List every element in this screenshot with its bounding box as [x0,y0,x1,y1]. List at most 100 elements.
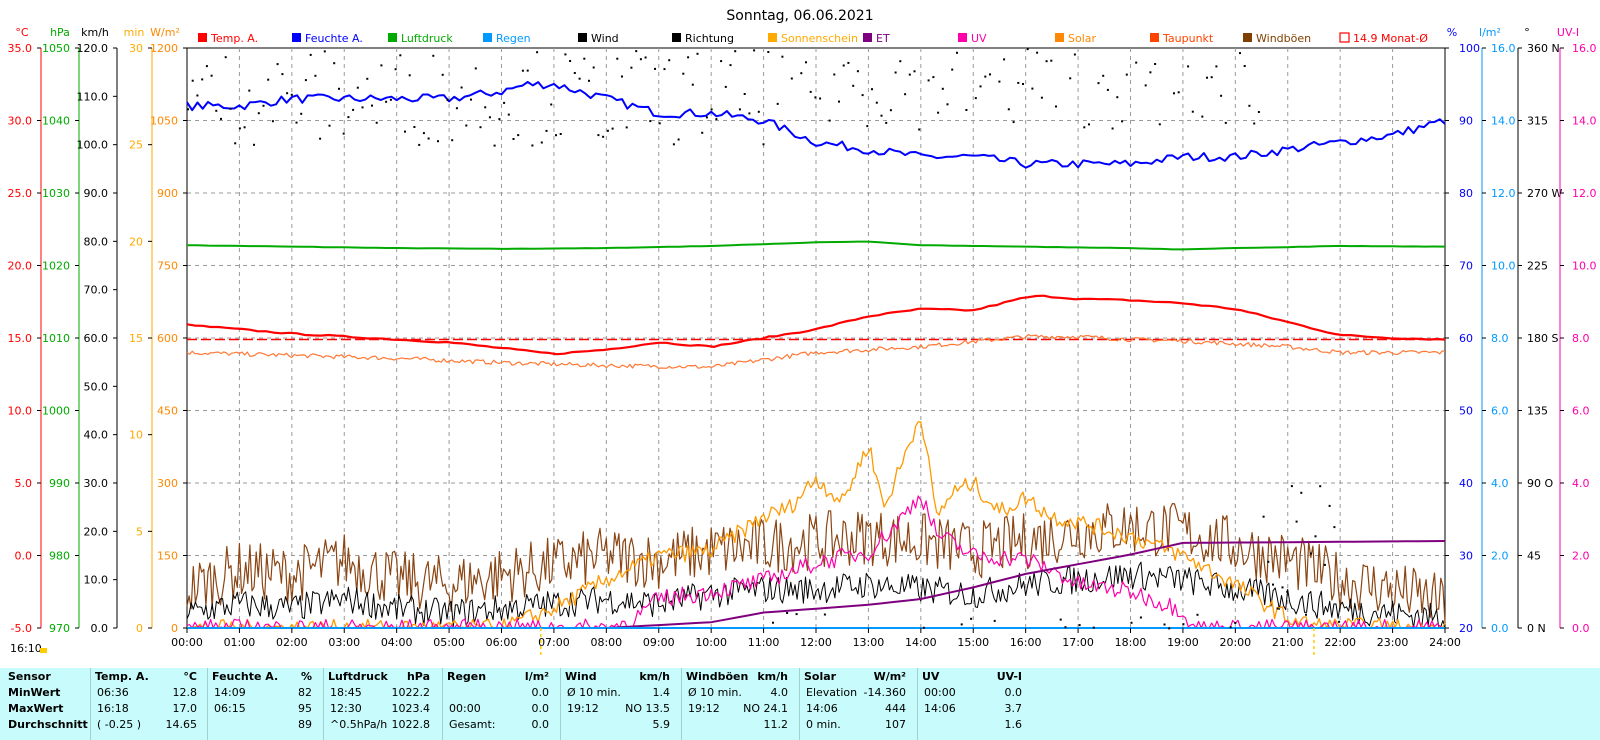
axis-tick-label: 70.0 [84,284,109,297]
direction-dot [187,108,189,111]
direction-dot [611,127,614,130]
direction-dot [1191,110,1194,113]
direction-dot [1102,74,1105,77]
direction-dot [1267,560,1270,563]
x-tick-label: 24:00 [1429,636,1461,649]
direction-dot [1097,82,1100,85]
axis-tick-label: 0 [136,622,143,635]
axis-tick-label: 30 [1459,550,1473,563]
direction-dot [276,63,279,66]
axis-tick-label: 135 [1527,405,1548,418]
direction-dot [965,109,968,111]
direction-dot [488,116,491,119]
stats-time: 19:12 [567,702,599,715]
direction-dot [1210,76,1213,79]
stats-value: 89 [298,718,312,731]
direction-dot [243,126,246,129]
series-line-luftdruck [186,240,1446,251]
axis-tick-label: 35.0 [8,42,33,55]
direction-dot [1309,552,1312,555]
stats-value: 0.0 [531,686,550,699]
stats-time: 14:06 [806,702,838,715]
direction-dot [229,107,232,110]
axis-tick-label: 40.0 [84,429,109,442]
stats-unit: km/h [757,670,788,683]
direction-dot [951,68,954,71]
chart-title: Sonntag, 06.06.2021 [726,8,873,24]
direction-dot [460,86,463,89]
x-tick-label: 09:00 [643,636,675,649]
direction-dot [960,623,963,626]
direction-dot [1154,63,1157,65]
axis-tick-label: 8.0 [1491,332,1509,345]
stats-time: 14:09 [214,686,246,699]
direction-dot [413,126,416,128]
column-separator [442,668,443,740]
legend-swatch [1055,33,1064,42]
direction-dot [644,56,647,59]
direction-dot [290,93,293,96]
legend-swatch [1339,32,1350,43]
direction-dot [800,72,803,75]
direction-dot [1248,104,1251,107]
direction-dot [753,49,756,52]
legend-item: Wind [578,32,619,45]
direction-dot [1045,60,1048,63]
direction-dot [989,73,991,76]
axis-tick-label: 12.0 [1572,187,1597,200]
direction-dot [1276,607,1279,610]
x-tick-label: 01:00 [224,636,256,649]
axis-tick-label: 2.0 [1572,550,1590,563]
direction-dot [451,139,454,142]
direction-dot [262,104,265,107]
direction-dot [1069,77,1072,80]
direction-dot [866,125,869,128]
axis-tick-label: 40 [1459,477,1473,490]
legend-item: Solar [1055,32,1097,45]
direction-dot [427,137,430,140]
legend-item: Windböen [1243,32,1311,45]
direction-dot [734,50,737,53]
direction-dot [1007,108,1010,111]
axis-tick-label: 315 [1527,115,1548,128]
stats-time: 16:18 [97,702,129,715]
direction-dot [922,626,925,629]
axis-unit-label: min [124,26,145,39]
direction-dot [540,141,543,144]
direction-dot [705,116,708,119]
x-tick-label: 17:00 [1062,636,1094,649]
direction-dot [1323,563,1326,566]
direction-dot [583,57,586,60]
direction-dot [328,124,331,127]
legend-label: Regen [496,32,531,45]
direction-dot [842,64,845,67]
direction-dot [512,138,515,140]
direction-dot [1130,621,1133,624]
direction-dot [281,73,284,76]
axis-tick-label: 90.0 [84,187,109,200]
direction-dot [710,108,713,111]
direction-dot [1220,94,1223,97]
direction-dot [356,86,359,89]
direction-dot [1224,121,1227,124]
legend-swatch [578,33,587,42]
stats-value: 3.7 [1004,702,1023,715]
direction-dot [757,110,760,113]
axis-tick-label: 270 W [1527,187,1562,200]
direction-dot [894,71,897,74]
direction-dot [361,106,364,109]
direction-dot [517,134,520,137]
axis-tick-label: 10.0 [1572,260,1597,273]
axis-tick-label: 0.0 [1572,622,1590,635]
legend-item: Feuchte A. [292,32,363,45]
stats-time: 12:30 [330,702,362,715]
direction-dot [588,79,590,82]
direction-dot [795,613,798,616]
stats-value: -14.360 [863,686,906,699]
direction-dot [347,116,350,119]
axis-unit-label: % [1447,26,1457,39]
timestamp-marker [40,648,47,653]
direction-dot [271,120,274,123]
axis-tick-label: 6.0 [1572,405,1590,418]
direction-dot [984,75,987,78]
